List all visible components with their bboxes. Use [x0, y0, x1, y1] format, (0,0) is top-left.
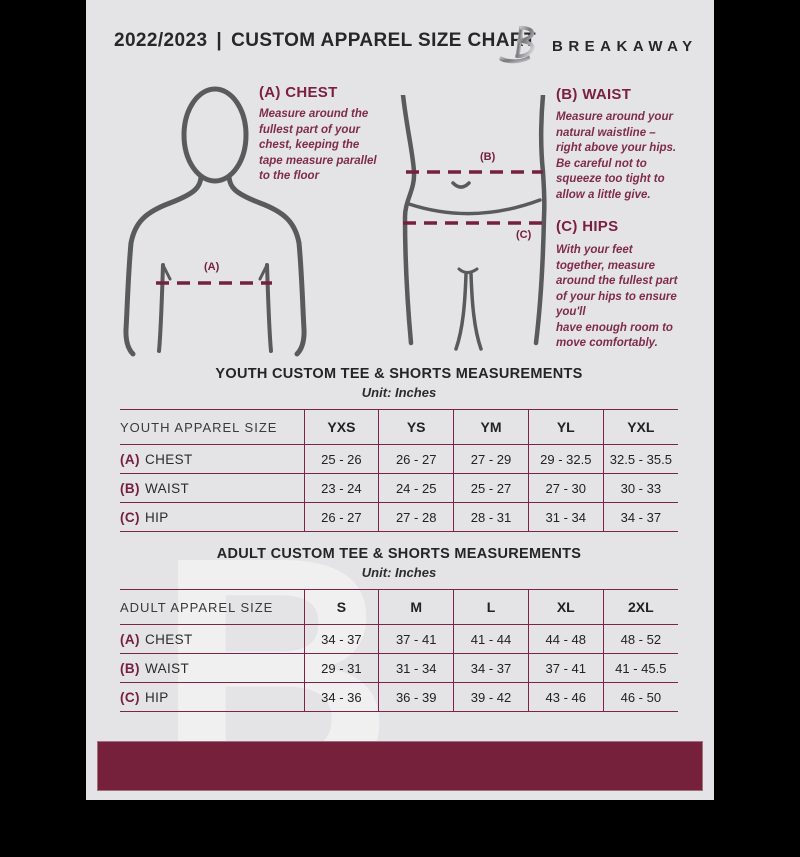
- youth-table-title: YOUTH CUSTOM TEE & SHORTS MEASUREMENTS: [215, 366, 583, 382]
- size-column-header: YXS: [303, 409, 379, 445]
- youth-table-unit: Unit: Inches: [361, 385, 437, 400]
- measurement-row-label: (C) HIP: [120, 683, 304, 712]
- size-range-cell: 25 - 27: [453, 473, 529, 503]
- size-table: ADULT APPAREL SIZE S M L XL 2XL (A) CHEST 34 - 3…: [120, 589, 678, 712]
- size-range-cell: 28 - 31: [453, 502, 529, 532]
- size-range-cell: 29 - 32.5: [527, 444, 604, 474]
- measurement-row-label: (A) CHEST: [120, 445, 304, 474]
- brand-logo-group: BREAKAWAY: [494, 18, 698, 66]
- size-range-cell: 25 - 26: [303, 444, 379, 474]
- size-range-cell: 31 - 34: [527, 502, 604, 532]
- measurement-name: CHEST: [144, 631, 193, 647]
- hip-marker-label: (C): [516, 229, 532, 241]
- measurement-name: CHEST: [144, 451, 193, 467]
- size-range-cell: 29 - 31: [303, 653, 379, 683]
- youth-size-table: YOUTH APPAREL SIZE YXS YS YM YL YXL (A) CHEST 25…: [120, 409, 678, 532]
- measurement-key: (A): [120, 451, 140, 467]
- size-column-header: YL: [527, 409, 604, 445]
- title-label: CUSTOM APPAREL SIZE CHART: [231, 30, 537, 51]
- size-range-cell: 32.5 - 35.5: [602, 444, 678, 474]
- table-row: (A) CHEST 25 - 26 26 - 27 27 - 29 29 - 32.5 32…: [120, 444, 678, 474]
- table-row: (A) CHEST 34 - 37 37 - 41 41 - 44 44 - 48 48 -…: [120, 624, 678, 654]
- table-row: (C) HIP 26 - 27 27 - 28 28 - 31 31 - 34 34 - 3…: [120, 502, 678, 532]
- size-range-cell: 46 - 50: [602, 682, 678, 712]
- apparel-size-header: YOUTH APPAREL SIZE: [120, 419, 278, 435]
- measurement-name: HIP: [144, 689, 169, 705]
- size-range-cell: 31 - 34: [378, 653, 454, 683]
- size-range-cell: 26 - 27: [303, 502, 379, 532]
- size-column-header: 2XL: [602, 589, 678, 625]
- size-column-header: S: [303, 589, 379, 625]
- breakaway-b-logo-icon: [499, 24, 535, 64]
- size-column-header: XL: [527, 589, 604, 625]
- size-range-cell: 27 - 28: [378, 502, 454, 532]
- measurement-name: HIP: [144, 509, 169, 525]
- size-range-cell: 26 - 27: [378, 444, 454, 474]
- measurement-name: WAIST: [144, 480, 190, 496]
- size-range-cell: 30 - 33: [602, 473, 678, 503]
- table-row: (C) HIP 34 - 36 36 - 39 39 - 42 43 - 46 46 - 5…: [120, 682, 678, 712]
- hips-heading: (C) HIPS: [556, 218, 619, 235]
- size-range-cell: 41 - 45.5: [602, 653, 678, 683]
- size-column-header: YM: [453, 409, 529, 445]
- size-range-cell: 34 - 37: [453, 653, 529, 683]
- chest-description: Measure around the fullest part of your …: [259, 108, 377, 182]
- chest-heading: (A) CHEST: [259, 84, 338, 101]
- table-row: (B) WAIST 29 - 31 31 - 34 34 - 37 37 - 41 41 -…: [120, 653, 678, 683]
- size-range-cell: 24 - 25: [378, 473, 454, 503]
- measurement-row-label: (B) WAIST: [120, 654, 304, 683]
- measurement-key: (A): [120, 631, 140, 647]
- size-range-cell: 34 - 37: [303, 624, 379, 654]
- size-range-cell: 37 - 41: [378, 624, 454, 654]
- measurement-row-label: (A) CHEST: [120, 625, 304, 654]
- table-header-row: ADULT APPAREL SIZE S M L XL 2XL: [120, 589, 678, 625]
- size-column-header: YXL: [602, 409, 678, 445]
- title-separator: |: [216, 30, 223, 51]
- measurement-name: WAIST: [144, 660, 190, 676]
- adult-size-table: ADULT APPAREL SIZE S M L XL 2XL (A) CHEST 34 - 3…: [120, 589, 678, 712]
- waist-heading: (B) WAIST: [556, 86, 632, 103]
- hips-description: With your feet together, measure around …: [556, 244, 678, 349]
- adult-size-section: ADULT CUSTOM TEE & SHORTS MEASUREMENTS U…: [120, 546, 678, 712]
- size-range-cell: 43 - 46: [527, 682, 604, 712]
- size-range-cell: 34 - 37: [602, 502, 678, 532]
- brand-name: BREAKAWAY: [552, 37, 698, 55]
- size-range-cell: 36 - 39: [378, 682, 454, 712]
- size-column-header: M: [378, 589, 454, 625]
- size-range-cell: 23 - 24: [303, 473, 379, 503]
- waist-marker-label: (B): [480, 151, 496, 163]
- chest-marker-label: (A): [204, 261, 220, 273]
- size-range-cell: 41 - 44: [453, 624, 529, 654]
- measurement-key: (B): [120, 660, 140, 676]
- lower-body-figure: [400, 95, 547, 351]
- size-table: YOUTH APPAREL SIZE YXS YS YM YL YXL (A) CHEST 25…: [120, 409, 678, 532]
- size-column-header: YS: [378, 409, 454, 445]
- size-range-cell: 44 - 48: [527, 624, 604, 654]
- table-row: (B) WAIST 23 - 24 24 - 25 25 - 27 27 - 30 30 -…: [120, 473, 678, 503]
- page-title: 2022/2023 | CUSTOM APPAREL SIZE CHART: [114, 30, 536, 52]
- size-range-cell: 48 - 52: [602, 624, 678, 654]
- size-range-cell: 37 - 41: [527, 653, 604, 683]
- measurement-row-label: (B) WAIST: [120, 474, 304, 503]
- youth-size-section: YOUTH CUSTOM TEE & SHORTS MEASUREMENTS U…: [120, 366, 678, 532]
- adult-table-unit: Unit: Inches: [361, 565, 437, 580]
- size-column-header: L: [453, 589, 529, 625]
- footer-accent-bar: [97, 741, 703, 791]
- size-range-cell: 39 - 42: [453, 682, 529, 712]
- apparel-size-header: ADULT APPAREL SIZE: [120, 599, 274, 615]
- measurement-row-label: (C) HIP: [120, 503, 304, 532]
- edition-label: 2022/2023: [114, 30, 208, 51]
- table-header-row: YOUTH APPAREL SIZE YXS YS YM YL YXL: [120, 409, 678, 445]
- waist-description: Measure around your natural waistline – …: [556, 111, 677, 201]
- adult-table-title: ADULT CUSTOM TEE & SHORTS MEASUREMENTS: [216, 546, 582, 562]
- size-range-cell: 34 - 36: [303, 682, 379, 712]
- size-range-cell: 27 - 29: [453, 444, 529, 474]
- size-range-cell: 27 - 30: [527, 473, 604, 503]
- size-chart-page: 2022/2023 | CUSTOM APPAREL SIZE CHART BREA…: [86, 0, 714, 838]
- measurement-key: (C): [120, 509, 140, 525]
- measurement-key: (C): [120, 689, 140, 705]
- upper-body-figure: [123, 86, 307, 357]
- measurement-key: (B): [120, 480, 140, 496]
